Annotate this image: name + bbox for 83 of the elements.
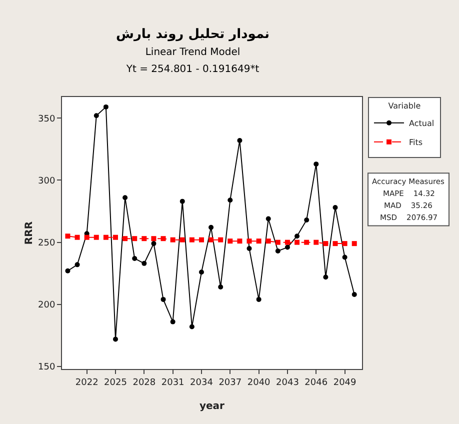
y-tick-label: 250 [38, 238, 56, 248]
point [342, 254, 348, 260]
point [198, 237, 204, 242]
point [332, 205, 338, 210]
point [275, 248, 280, 254]
x-tick-label: 2034 [190, 378, 214, 388]
point [266, 216, 271, 222]
x-tick-label: 2028 [132, 378, 156, 388]
point [294, 234, 300, 239]
x-tick-label: 2031 [161, 378, 184, 388]
y-tick-label: 150 [38, 362, 56, 373]
legend-label: Fits [409, 138, 423, 148]
point [94, 234, 99, 240]
point [228, 198, 233, 203]
point [256, 296, 262, 302]
point [160, 236, 166, 242]
point [323, 241, 328, 246]
legend-label: Actual [409, 119, 434, 128]
point [65, 234, 70, 239]
point [304, 217, 310, 222]
y-tick-label: 350 [38, 114, 56, 124]
point [294, 240, 300, 245]
point [103, 234, 108, 240]
x-tick-label: 2037 [218, 378, 242, 388]
point [228, 238, 233, 244]
point [275, 240, 280, 245]
point [94, 113, 99, 118]
point [122, 236, 128, 242]
x-tick-label: 2043 [276, 378, 299, 388]
y-tick-label: 300 [38, 176, 56, 186]
legend-title: Variable [388, 101, 421, 110]
point [180, 198, 185, 204]
point [180, 237, 185, 242]
point [284, 240, 290, 245]
x-tick-label: 2025 [104, 378, 127, 388]
point [122, 195, 128, 200]
chart-subtitle: Linear Trend Model Yt = 254.801 - 0.191649*t [125, 46, 260, 75]
point [170, 319, 176, 324]
point [151, 236, 156, 242]
point [132, 236, 138, 242]
point [84, 234, 90, 240]
point [142, 236, 147, 242]
point [342, 241, 348, 246]
point [113, 234, 118, 240]
point [189, 324, 194, 330]
point [218, 284, 224, 290]
point [314, 162, 319, 167]
point [189, 237, 194, 242]
y-tick-label: 200 [38, 300, 56, 311]
point [237, 138, 242, 143]
point [218, 237, 224, 242]
x-tick-label: 2040 [247, 378, 271, 388]
point [332, 241, 338, 246]
point [151, 241, 156, 246]
point [352, 241, 357, 246]
point [246, 238, 252, 244]
point [314, 240, 319, 245]
point [65, 268, 70, 274]
chart-title: نمودار تحلیل روند بارش [116, 27, 270, 42]
x-axis-title: year [200, 401, 225, 412]
point [74, 234, 80, 240]
point [208, 224, 214, 230]
x-tick-label: 2046 [304, 378, 328, 388]
point [256, 238, 262, 244]
point [198, 270, 204, 275]
point [352, 292, 357, 297]
point [246, 246, 252, 252]
point [170, 237, 176, 242]
point [142, 260, 147, 266]
point [113, 336, 118, 342]
y-axis-title: RRR [24, 221, 35, 245]
point [132, 256, 138, 261]
point [74, 262, 80, 268]
point [208, 237, 214, 242]
point [323, 274, 328, 280]
point [304, 240, 310, 245]
point [237, 238, 242, 244]
x-tick-label: 2022 [75, 378, 98, 388]
x-tick-label: 2049 [333, 378, 357, 388]
point [103, 104, 108, 110]
point [160, 296, 166, 302]
point [284, 244, 290, 250]
point [266, 238, 271, 244]
